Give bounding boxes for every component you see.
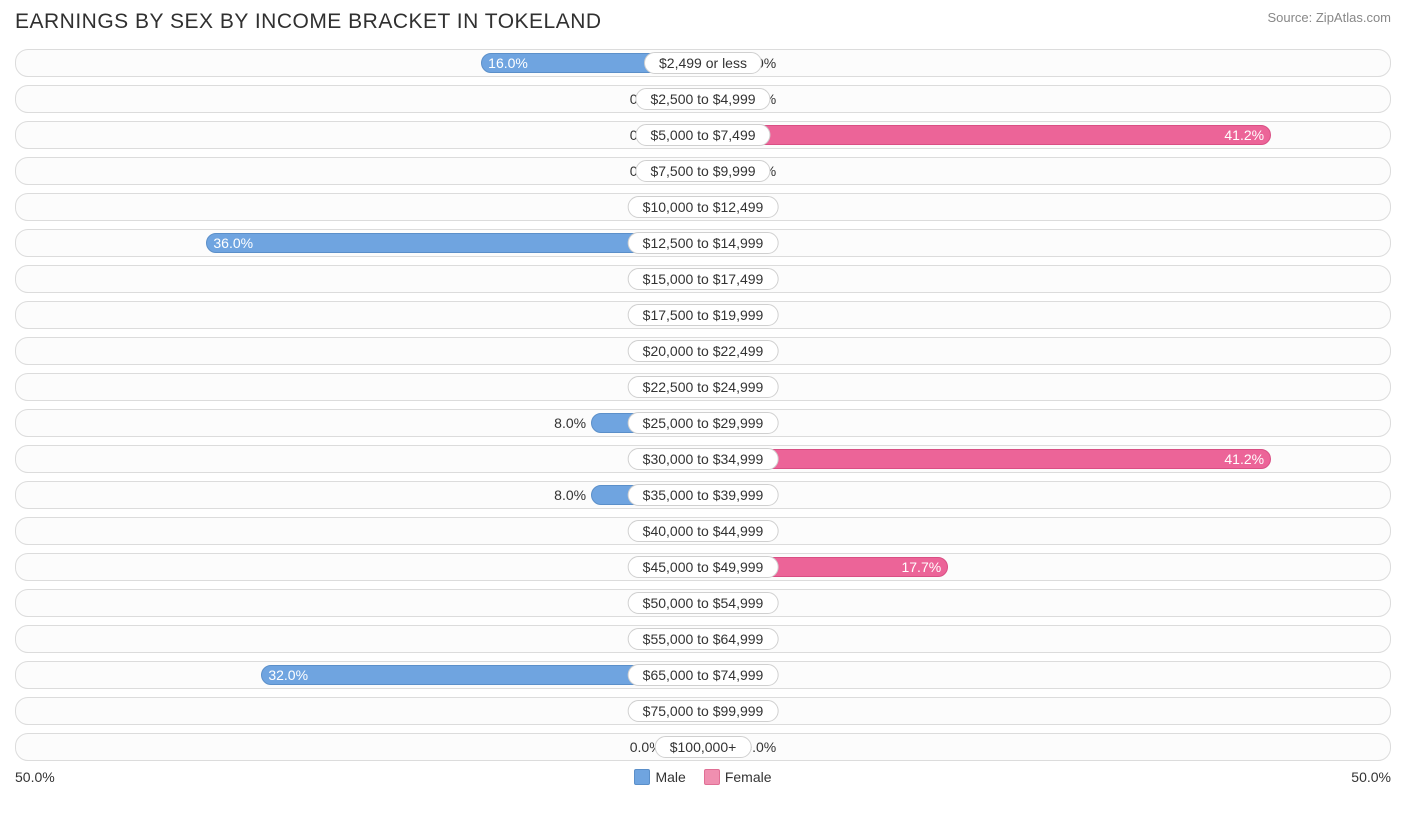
chart-row: 0.0%0.0%$40,000 to $44,999 xyxy=(15,517,1391,545)
bracket-label: $12,500 to $14,999 xyxy=(628,232,779,254)
bracket-label: $22,500 to $24,999 xyxy=(628,376,779,398)
male-value: 32.0% xyxy=(268,666,308,684)
bracket-label: $100,000+ xyxy=(655,736,752,758)
bracket-label: $25,000 to $29,999 xyxy=(628,412,779,434)
tornado-chart: 16.0%0.0%$2,499 or less 0.0%0.0%$2,500 to… xyxy=(15,49,1391,761)
chart-row: 16.0%0.0%$2,499 or less xyxy=(15,49,1391,77)
female-value: 41.2% xyxy=(1224,126,1264,144)
legend-female-swatch xyxy=(704,769,720,785)
bracket-label: $40,000 to $44,999 xyxy=(628,520,779,542)
bracket-label: $2,500 to $4,999 xyxy=(635,88,770,110)
bracket-label: $65,000 to $74,999 xyxy=(628,664,779,686)
chart-row: 0.0%0.0%$22,500 to $24,999 xyxy=(15,373,1391,401)
chart-row: 0.0%0.0%$20,000 to $22,499 xyxy=(15,337,1391,365)
bracket-label: $20,000 to $22,499 xyxy=(628,340,779,362)
legend-male-label: Male xyxy=(655,769,685,785)
chart-row: 0.0%41.2%$30,000 to $34,999 xyxy=(15,445,1391,473)
bracket-label: $15,000 to $17,499 xyxy=(628,268,779,290)
chart-row: 0.0%17.7%$45,000 to $49,999 xyxy=(15,553,1391,581)
chart-row: 8.0%0.0%$35,000 to $39,999 xyxy=(15,481,1391,509)
male-value: 8.0% xyxy=(554,486,592,504)
legend-male-swatch xyxy=(634,769,650,785)
axis-max-right: 50.0% xyxy=(1351,769,1391,785)
chart-header: EARNINGS BY SEX BY INCOME BRACKET IN TOK… xyxy=(15,10,1391,34)
legend-male: Male xyxy=(634,769,685,785)
female-value: 41.2% xyxy=(1224,450,1264,468)
bracket-label: $35,000 to $39,999 xyxy=(628,484,779,506)
chart-row: 0.0%0.0%$2,500 to $4,999 xyxy=(15,85,1391,113)
chart-row: 0.0%41.2%$5,000 to $7,499 xyxy=(15,121,1391,149)
chart-row: 0.0%0.0%$50,000 to $54,999 xyxy=(15,589,1391,617)
bracket-label: $7,500 to $9,999 xyxy=(635,160,770,182)
female-bar: 41.2% xyxy=(703,449,1271,469)
bracket-label: $5,000 to $7,499 xyxy=(635,124,770,146)
legend-female-label: Female xyxy=(725,769,772,785)
chart-row: 0.0%0.0%$75,000 to $99,999 xyxy=(15,697,1391,725)
chart-row: 0.0%0.0%$100,000+ xyxy=(15,733,1391,761)
female-bar: 41.2% xyxy=(703,125,1271,145)
bracket-label: $2,499 or less xyxy=(644,52,762,74)
bracket-label: $17,500 to $19,999 xyxy=(628,304,779,326)
chart-row: 36.0%0.0%$12,500 to $14,999 xyxy=(15,229,1391,257)
chart-legend: Male Female xyxy=(55,769,1352,785)
male-value: 8.0% xyxy=(554,414,592,432)
chart-row: 0.0%0.0%$7,500 to $9,999 xyxy=(15,157,1391,185)
chart-footer: 50.0% Male Female 50.0% xyxy=(15,769,1391,785)
bracket-label: $10,000 to $12,499 xyxy=(628,196,779,218)
chart-row: 0.0%0.0%$15,000 to $17,499 xyxy=(15,265,1391,293)
axis-max-left: 50.0% xyxy=(15,769,55,785)
female-value: 17.7% xyxy=(901,558,941,576)
legend-female: Female xyxy=(704,769,772,785)
bracket-label: $50,000 to $54,999 xyxy=(628,592,779,614)
chart-source: Source: ZipAtlas.com xyxy=(1267,10,1391,25)
chart-title: EARNINGS BY SEX BY INCOME BRACKET IN TOK… xyxy=(15,10,602,34)
bracket-label: $55,000 to $64,999 xyxy=(628,628,779,650)
chart-row: 0.0%0.0%$10,000 to $12,499 xyxy=(15,193,1391,221)
bracket-label: $45,000 to $49,999 xyxy=(628,556,779,578)
chart-row: 32.0%0.0%$65,000 to $74,999 xyxy=(15,661,1391,689)
male-value: 16.0% xyxy=(488,54,528,72)
bracket-label: $30,000 to $34,999 xyxy=(628,448,779,470)
chart-row: 0.0%0.0%$17,500 to $19,999 xyxy=(15,301,1391,329)
chart-row: 0.0%0.0%$55,000 to $64,999 xyxy=(15,625,1391,653)
male-value: 36.0% xyxy=(213,234,253,252)
bracket-label: $75,000 to $99,999 xyxy=(628,700,779,722)
chart-row: 8.0%0.0%$25,000 to $29,999 xyxy=(15,409,1391,437)
